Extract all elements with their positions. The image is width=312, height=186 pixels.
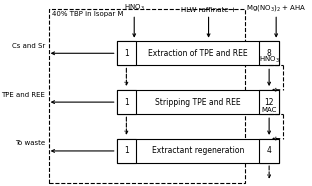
Text: Cs and Sr: Cs and Sr — [12, 43, 45, 49]
Text: 40% TBP in Isopar M: 40% TBP in Isopar M — [52, 11, 123, 17]
Text: 1: 1 — [124, 49, 129, 58]
Text: MAC: MAC — [261, 108, 277, 113]
Bar — [259, 139, 279, 163]
Text: 1: 1 — [124, 146, 129, 155]
Text: To waste: To waste — [15, 140, 45, 146]
Bar — [117, 90, 279, 114]
Text: HNO$_3$: HNO$_3$ — [124, 2, 145, 13]
Text: 1: 1 — [124, 98, 129, 107]
Bar — [117, 139, 279, 163]
Text: Extraction of TPE and REE: Extraction of TPE and REE — [148, 49, 247, 58]
Bar — [117, 139, 136, 163]
Bar — [117, 41, 279, 65]
Text: Stripping TPE and REE: Stripping TPE and REE — [155, 98, 241, 107]
Text: Extractant regeneration: Extractant regeneration — [152, 146, 244, 155]
Text: 12: 12 — [264, 98, 274, 107]
Text: HLW raffinate +: HLW raffinate + — [181, 7, 236, 13]
Text: 8: 8 — [267, 49, 271, 58]
Text: Mg(NO$_3$)$_2$ + AHA: Mg(NO$_3$)$_2$ + AHA — [246, 3, 306, 13]
Text: 4: 4 — [267, 146, 271, 155]
Bar — [49, 9, 245, 183]
Text: TPE and REE: TPE and REE — [1, 92, 45, 98]
Bar — [259, 90, 279, 114]
Bar — [117, 90, 136, 114]
Text: HNO$_3$: HNO$_3$ — [259, 54, 280, 65]
Bar — [117, 41, 136, 65]
Bar — [259, 41, 279, 65]
